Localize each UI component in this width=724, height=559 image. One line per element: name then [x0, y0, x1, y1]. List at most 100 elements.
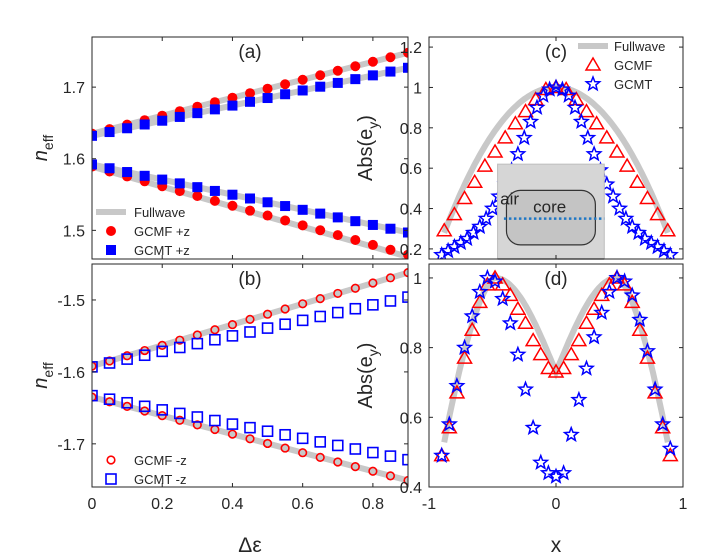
data-point	[350, 216, 361, 227]
data-point	[297, 220, 308, 231]
data-point	[174, 186, 185, 197]
data-point	[367, 239, 378, 250]
data-point	[628, 173, 646, 189]
legend-marker	[106, 226, 116, 236]
data-point	[477, 209, 495, 227]
data-point	[92, 392, 97, 402]
y-axis-label: Abs(ey)	[355, 343, 381, 409]
data-point	[629, 223, 648, 241]
data-point	[296, 432, 309, 445]
data-point	[122, 123, 133, 134]
data-point	[175, 335, 185, 345]
legend-item: GCMF -z	[106, 453, 187, 468]
legend-label: Fullwave	[614, 39, 665, 54]
data-point	[455, 338, 474, 356]
data-point	[280, 304, 290, 314]
data-point	[103, 357, 116, 369]
panel-label: (b)	[238, 269, 261, 290]
data-point	[517, 103, 534, 118]
data-point	[593, 286, 611, 302]
data-point	[521, 112, 540, 130]
data-point	[578, 314, 595, 329]
data-point	[139, 170, 150, 181]
axes-box	[91, 36, 409, 260]
data-point	[486, 143, 504, 158]
data-point	[446, 206, 463, 221]
y-tick-label: 1.5	[63, 223, 85, 240]
data-point	[403, 249, 408, 259]
data-point	[122, 351, 132, 361]
data-point	[585, 328, 603, 345]
data-point	[604, 187, 622, 204]
data-point	[570, 390, 588, 408]
data-point	[262, 210, 273, 221]
data-point	[173, 407, 186, 420]
data-point	[402, 453, 408, 466]
data-point	[332, 212, 343, 223]
data-point	[507, 115, 524, 130]
data-point	[192, 182, 203, 193]
legend-item: GCMF +z	[106, 224, 190, 239]
data-point	[562, 425, 580, 443]
data-point	[262, 309, 273, 319]
data-point	[315, 294, 325, 304]
data-point	[367, 56, 378, 67]
data-point	[539, 464, 557, 481]
data-point	[566, 98, 584, 116]
legend: Fullwave GCMF +z GCMT +z	[96, 205, 190, 258]
data-point	[435, 222, 453, 237]
data-point	[466, 173, 484, 189]
data-point	[92, 361, 97, 371]
data-point	[245, 193, 255, 204]
y-tick-label: 0.4	[400, 202, 422, 219]
axes-box	[91, 263, 409, 488]
data-point	[623, 286, 641, 303]
data-point	[350, 74, 361, 85]
data-point	[623, 217, 641, 235]
legend: Fullwave GCMF GCMT	[578, 39, 665, 92]
data-point	[402, 291, 408, 303]
data-point	[297, 204, 308, 215]
y-tick-label: 1	[413, 80, 422, 97]
data-point	[403, 227, 408, 238]
data-point	[227, 92, 238, 103]
data-point	[298, 299, 308, 309]
data-point	[509, 345, 527, 362]
y-tick-label: 0.6	[400, 161, 422, 178]
data-point	[501, 314, 519, 331]
data-point	[92, 389, 98, 402]
data-point	[524, 418, 542, 436]
data-point	[191, 337, 204, 350]
legend: GCMF -z GCMT -z	[105, 453, 187, 487]
data-point	[209, 104, 220, 115]
data-point	[608, 269, 626, 284]
data-point	[367, 299, 379, 311]
data-point	[138, 400, 151, 413]
data-point	[471, 293, 489, 309]
data-point	[350, 462, 360, 472]
data-point	[636, 229, 654, 247]
legend-label: GCMF -z	[134, 453, 187, 468]
data-point	[524, 332, 542, 347]
plot-area	[433, 78, 679, 259]
y-tick-label: 1.7	[63, 80, 85, 97]
x-tick-label: 0	[552, 496, 561, 513]
data-point	[262, 83, 273, 94]
data-point	[192, 420, 202, 430]
data-point	[463, 307, 481, 324]
data-point	[501, 286, 519, 302]
data-point	[478, 268, 497, 286]
data-point	[458, 229, 476, 247]
data-point	[509, 300, 527, 316]
data-point	[579, 128, 597, 146]
data-point	[121, 396, 133, 409]
data-point	[532, 346, 550, 361]
x-axis-label: Δε	[238, 534, 261, 557]
data-point	[659, 222, 677, 237]
data-point	[262, 438, 273, 449]
y-tick-label: 0.6	[400, 410, 422, 427]
data-point	[368, 278, 378, 288]
data-point	[350, 61, 361, 72]
data-point	[368, 466, 378, 476]
